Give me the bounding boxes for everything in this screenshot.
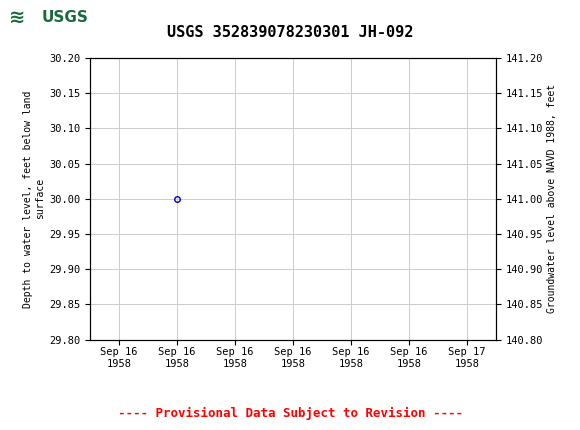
Text: USGS 352839078230301 JH-092: USGS 352839078230301 JH-092 [167,25,413,40]
Y-axis label: Depth to water level, feet below land
surface: Depth to water level, feet below land su… [23,90,45,307]
Text: ≋: ≋ [9,8,25,27]
Text: USGS: USGS [42,10,89,25]
Text: ---- Provisional Data Subject to Revision ----: ---- Provisional Data Subject to Revisio… [118,407,462,420]
Bar [3,2,78,35]
Y-axis label: Groundwater level above NAVD 1988, feet: Groundwater level above NAVD 1988, feet [548,84,557,313]
